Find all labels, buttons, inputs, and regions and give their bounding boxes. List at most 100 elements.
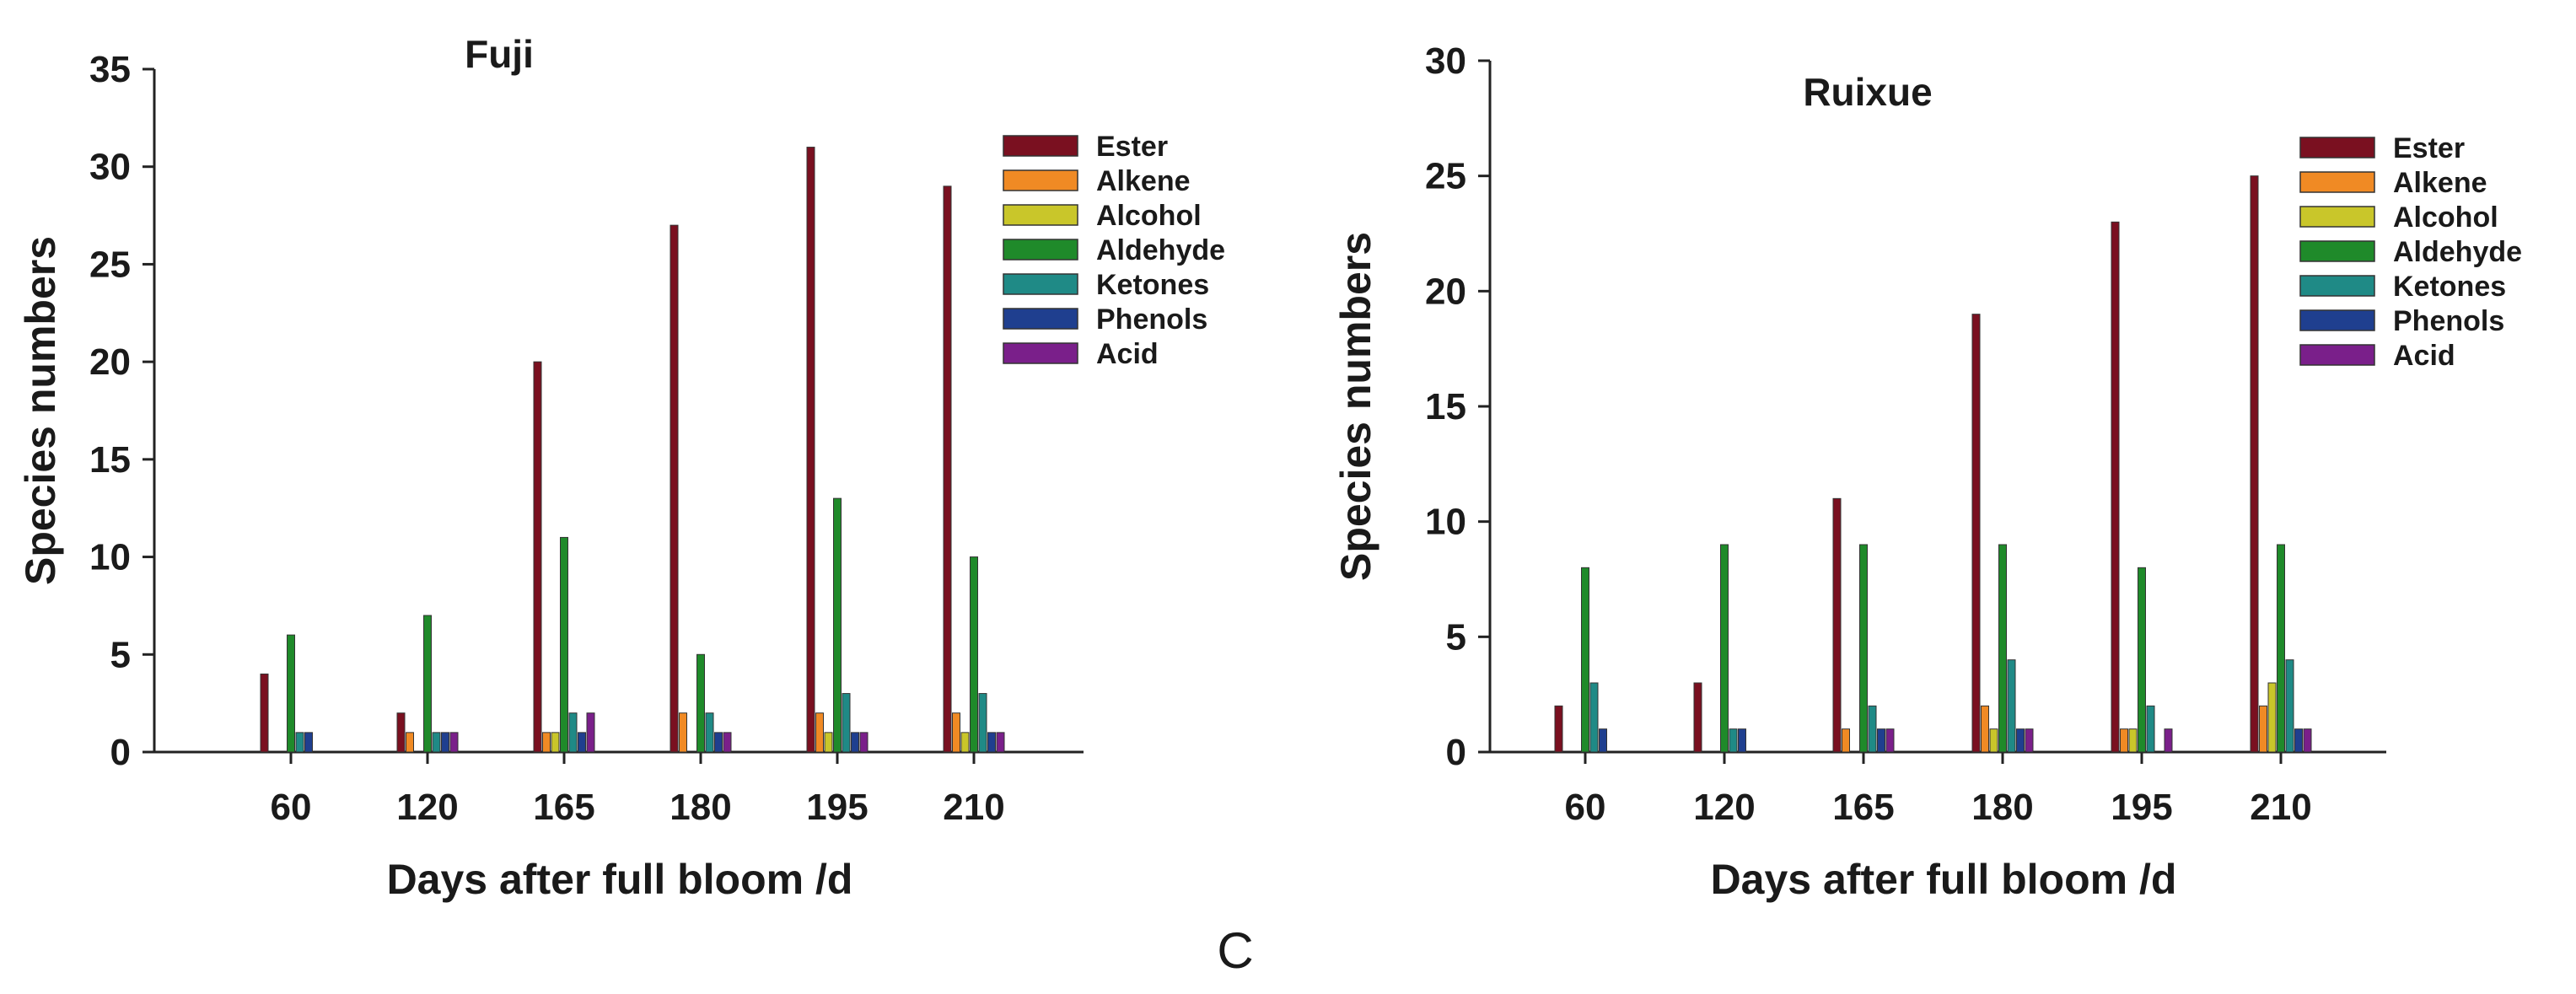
ruixue-bar-ketones-60 — [1589, 682, 1599, 753]
fuji-y-tick-label: 20 — [89, 341, 131, 383]
ruixue-bar-ketones-120 — [1729, 728, 1738, 753]
fuji-bar-alcohol-195 — [824, 732, 833, 753]
fuji-legend-swatch — [1003, 273, 1078, 295]
ruixue-bar-ester-180 — [1971, 314, 1981, 753]
ruixue-bar-acid-180 — [2025, 728, 2034, 753]
fuji-bar-phenols-60 — [304, 732, 313, 753]
fuji-bar-phenols-165 — [578, 732, 586, 753]
fuji-y-tick-label: 5 — [110, 634, 131, 675]
ruixue-bar-phenols-180 — [2016, 728, 2025, 753]
fuji-x-tick-label: 180 — [670, 787, 731, 828]
fuji-bar-acid-120 — [449, 732, 459, 753]
ruixue-bar-phenols-120 — [1738, 728, 1746, 753]
ruixue-legend-label: Phenols — [2393, 305, 2504, 337]
ruixue-legend-swatch — [2299, 275, 2375, 297]
ruixue-bar-alkene-180 — [1981, 705, 1989, 753]
fuji-bar-acid-180 — [723, 732, 732, 753]
ruixue-legend-swatch — [2299, 171, 2375, 193]
ruixue-bar-alcohol-180 — [1989, 728, 1998, 753]
panel-caption: C — [1217, 922, 1253, 979]
fuji-legend-swatch — [1003, 308, 1078, 330]
ruixue-y-tick-label: 25 — [1425, 156, 1466, 197]
ruixue-bar-alcohol-210 — [2267, 682, 2277, 753]
ruixue-bar-ketones-180 — [2007, 659, 2016, 753]
fuji-bar-ester-210 — [943, 185, 952, 753]
fuji-chart: 0 5 10 15 20 25 30 35 60 120 165 180 195 210 Fuji Speci… — [17, 32, 1225, 903]
ruixue-x-tick-label: 60 — [1565, 787, 1606, 828]
ruixue-legend-label: Alkene — [2393, 167, 2487, 199]
fuji-bar-alkene-195 — [815, 712, 824, 753]
fuji-y-tick-label: 25 — [89, 244, 131, 285]
ruixue-legend-swatch — [2299, 206, 2375, 228]
ruixue-x-tick-label: 210 — [2250, 787, 2311, 828]
ruixue-y-tick-label: 10 — [1425, 502, 1466, 543]
ruixue-legend-label: Aldehyde — [2393, 236, 2522, 268]
fuji-bar-ketones-195 — [842, 693, 851, 753]
fuji-legend-label: Aldehyde — [1096, 234, 1225, 266]
fuji-bar-aldehyde-165 — [560, 536, 568, 753]
ruixue-legend-label: Acid — [2393, 340, 2455, 372]
ruixue-bar-ester-210 — [2250, 175, 2259, 753]
fuji-legend-swatch — [1003, 169, 1078, 191]
fuji-y-tick-label: 35 — [89, 49, 131, 90]
ruixue-legend-swatch — [2299, 240, 2375, 262]
ruixue-x-tick-label: 180 — [1971, 787, 2033, 828]
fuji-y-tick-label: 30 — [89, 147, 131, 188]
ruixue-bar-aldehyde-60 — [1581, 567, 1589, 753]
ruixue-x-axis-title: Days after full bloom /d — [1711, 856, 2177, 903]
fuji-bar-alkene-120 — [406, 732, 414, 753]
fuji-bar-alkene-210 — [952, 712, 960, 753]
fuji-legend-swatch — [1003, 342, 1078, 364]
ruixue-legend-label: Alcohol — [2393, 201, 2498, 234]
ruixue-y-tick-label: 5 — [1446, 616, 1466, 658]
ruixue-bar-phenols-60 — [1599, 728, 1607, 753]
fuji-bar-ester-120 — [396, 712, 406, 753]
fuji-bar-phenols-120 — [441, 732, 449, 753]
fuji-bar-aldehyde-195 — [833, 497, 842, 753]
fuji-bar-phenols-180 — [714, 732, 723, 753]
fuji-bar-ketones-60 — [295, 732, 304, 753]
fuji-bar-alcohol-165 — [551, 732, 560, 753]
fuji-y-axis-title: Species numbers — [17, 236, 64, 585]
ruixue-bar-alkene-195 — [2120, 728, 2128, 753]
fuji-x-tick-label: 210 — [943, 787, 1004, 828]
ruixue-chart: 0 5 10 15 20 25 30 60 120 165 180 195 210 Ruixue Speci… — [1332, 40, 2522, 903]
fuji-bar-ketones-180 — [705, 712, 714, 753]
ruixue-bar-aldehyde-180 — [1998, 544, 2007, 753]
ruixue-bar-alkene-210 — [2259, 705, 2267, 753]
ruixue-bar-phenols-165 — [1877, 728, 1885, 753]
ruixue-bar-alkene-165 — [1842, 728, 1850, 753]
fuji-bar-phenols-210 — [987, 732, 996, 753]
ruixue-y-tick-label: 15 — [1425, 386, 1466, 427]
ruixue-bar-ester-120 — [1693, 682, 1702, 753]
fuji-x-tick-label: 60 — [271, 787, 312, 828]
fuji-bar-acid-195 — [859, 732, 869, 753]
fuji-bar-phenols-195 — [851, 732, 859, 753]
fuji-bar-ester-165 — [533, 361, 542, 753]
fuji-legend-label: Ketones — [1096, 269, 1209, 301]
ruixue-bar-aldehyde-165 — [1859, 544, 1868, 753]
ruixue-y-tick-label: 0 — [1446, 732, 1466, 773]
fuji-legend-label: Phenols — [1096, 304, 1207, 336]
fuji-chart-title: Fuji — [465, 32, 534, 76]
fuji-x-axis-title: Days after full bloom /d — [387, 856, 853, 903]
ruixue-x-tick-label: 165 — [1832, 787, 1894, 828]
ruixue-bar-ketones-210 — [2285, 659, 2294, 753]
fuji-bar-ester-180 — [670, 224, 679, 753]
ruixue-bar-ketones-195 — [2146, 705, 2155, 753]
fuji-legend-swatch — [1003, 135, 1078, 157]
ruixue-bar-acid-195 — [2164, 728, 2173, 753]
fuji-legend-label: Alcohol — [1096, 200, 1202, 232]
fuji-legend-swatch — [1003, 239, 1078, 261]
ruixue-bar-phenols-210 — [2294, 728, 2303, 753]
fuji-bar-ester-60 — [260, 673, 269, 753]
fuji-x-tick-label: 195 — [806, 787, 868, 828]
fuji-bar-alkene-180 — [679, 712, 687, 753]
ruixue-bar-aldehyde-120 — [1720, 544, 1729, 753]
ruixue-bar-ketones-165 — [1868, 705, 1877, 753]
fuji-y-tick-label: 0 — [110, 732, 131, 773]
fuji-bar-alcohol-210 — [960, 732, 970, 753]
ruixue-x-tick-label: 120 — [1693, 787, 1755, 828]
fuji-bar-ketones-165 — [568, 712, 578, 753]
ruixue-x-tick-label: 195 — [2111, 787, 2172, 828]
